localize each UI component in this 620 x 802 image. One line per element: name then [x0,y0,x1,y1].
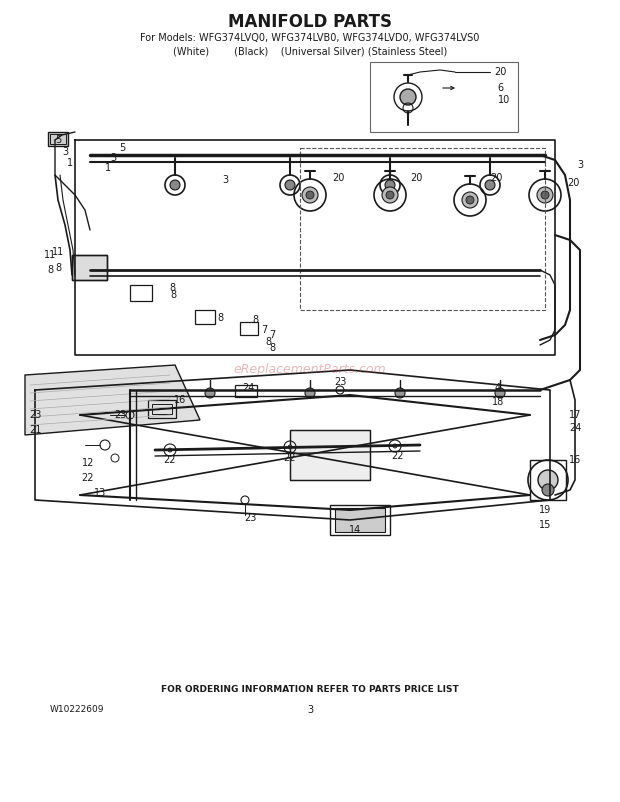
Text: 19: 19 [539,505,551,515]
Text: 14: 14 [349,525,361,535]
Circle shape [400,89,416,105]
Text: 8: 8 [55,263,61,273]
Circle shape [542,484,554,496]
Circle shape [385,180,395,190]
Text: 20: 20 [332,173,344,183]
Text: 8: 8 [47,265,53,275]
Circle shape [168,448,172,452]
Text: 3: 3 [62,147,68,157]
Bar [72,255,107,280]
Circle shape [288,445,292,449]
Text: 23: 23 [334,377,346,387]
Circle shape [466,196,474,204]
Text: 15: 15 [539,520,551,530]
Text: 22: 22 [392,451,404,461]
Bar [240,322,258,335]
Text: 7: 7 [261,325,267,335]
Text: 3: 3 [577,160,583,170]
Polygon shape [25,365,200,435]
Text: 17: 17 [569,410,581,420]
Circle shape [386,191,394,199]
Text: 24: 24 [569,423,581,433]
Text: 21: 21 [29,425,41,435]
Bar [330,505,390,535]
Text: 20: 20 [494,67,506,77]
Text: 12: 12 [82,458,94,468]
Text: 8: 8 [169,283,175,293]
Circle shape [495,388,505,398]
Circle shape [485,180,495,190]
Text: 7: 7 [269,330,275,340]
Text: 11: 11 [44,250,56,260]
Bar [530,460,566,500]
Text: 1: 1 [67,158,73,168]
Text: 1: 1 [105,163,111,173]
Text: 5: 5 [119,143,125,153]
Circle shape [306,191,314,199]
Text: 23: 23 [114,410,126,420]
Circle shape [537,187,553,203]
Text: FOR ORDERING INFORMATION REFER TO PARTS PRICE LIST: FOR ORDERING INFORMATION REFER TO PARTS … [161,686,459,695]
Bar [72,255,107,280]
Text: 24: 24 [242,383,254,393]
Circle shape [462,192,478,208]
Text: 8: 8 [269,343,275,353]
Text: 3: 3 [222,175,228,185]
Circle shape [285,180,295,190]
Bar [235,385,257,397]
Text: 4: 4 [495,383,501,393]
Bar [370,62,518,132]
Circle shape [302,187,318,203]
Text: 11: 11 [52,247,64,257]
Circle shape [395,388,405,398]
Text: 22: 22 [164,455,176,465]
Text: (White)        (Black)    (Universal Silver) (Stainless Steel): (White) (Black) (Universal Silver) (Stai… [173,47,447,57]
Text: 22: 22 [284,453,296,463]
Text: 23: 23 [244,513,256,523]
Text: 3: 3 [110,153,116,163]
Bar [335,508,385,532]
Bar [130,285,152,301]
Text: 23: 23 [29,410,41,420]
Bar [50,134,66,144]
Text: For Models: WFG374LVQ0, WFG374LVB0, WFG374LVD0, WFG374LVS0: For Models: WFG374LVQ0, WFG374LVB0, WFG3… [140,33,480,43]
Circle shape [205,388,215,398]
Text: 8: 8 [217,313,223,323]
Text: 8: 8 [265,337,271,347]
Circle shape [305,388,315,398]
Bar [195,310,215,324]
Circle shape [382,187,398,203]
Bar [152,404,172,414]
Text: 16: 16 [174,395,186,405]
Text: 8: 8 [170,290,176,300]
Text: 18: 18 [492,397,504,407]
Text: 20: 20 [567,178,579,188]
Text: 8: 8 [252,315,258,325]
Circle shape [541,191,549,199]
Bar [290,430,370,480]
Text: 16: 16 [569,455,581,465]
Text: MANIFOLD PARTS: MANIFOLD PARTS [228,13,392,31]
Text: 6: 6 [497,83,503,93]
Text: eReplacementParts.com: eReplacementParts.com [234,363,386,376]
Text: 5: 5 [55,135,61,145]
Text: 3: 3 [307,705,313,715]
Text: 22: 22 [82,473,94,483]
Bar [48,132,68,146]
Text: 10: 10 [498,95,510,105]
Bar [290,430,370,480]
Text: 13: 13 [94,488,106,498]
Circle shape [393,444,397,448]
Text: 20: 20 [490,173,502,183]
Circle shape [170,180,180,190]
Bar [148,400,176,418]
Text: W10222609: W10222609 [50,706,105,715]
Circle shape [538,470,558,490]
Text: 20: 20 [410,173,422,183]
